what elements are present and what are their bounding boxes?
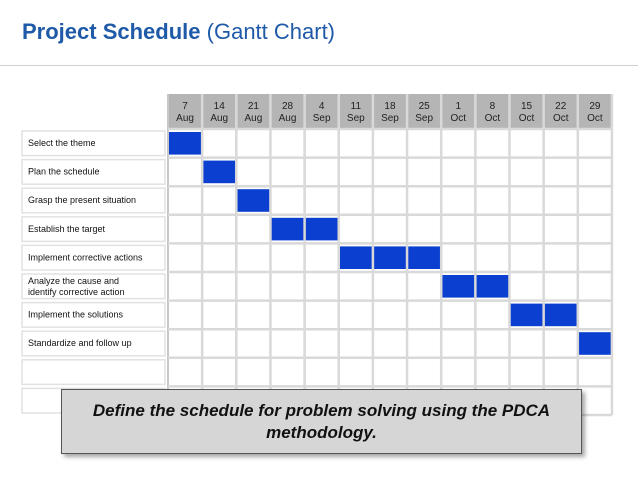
date-label: 25 Sep [415, 101, 433, 124]
task-bar [578, 332, 611, 355]
date-label: 7 Aug [176, 101, 194, 124]
header-band [168, 94, 612, 129]
task-bar [339, 246, 441, 269]
callout-text: Define the schedule for problem solving … [92, 400, 551, 442]
page-title-main: Project Schedule [22, 19, 201, 44]
task-label-cell [21, 359, 166, 386]
date-label: 21 Aug [244, 101, 262, 124]
task-label-cell [21, 158, 166, 185]
date-label: 29 Oct [587, 101, 603, 124]
task-label: Select the theme [28, 138, 96, 148]
date-label: 8 Oct [485, 101, 501, 124]
date-label: 11 Sep [347, 101, 365, 124]
date-label: 28 Aug [279, 101, 297, 124]
task-label: Implement corrective actions [28, 252, 143, 262]
task-label-cell [21, 216, 166, 243]
task-label: Standardize and follow up [28, 338, 132, 348]
title-divider [0, 65, 638, 66]
date-label: 1 Oct [450, 101, 466, 124]
task-label-cell [21, 273, 166, 300]
task-label: Analyze the cause and identify corrective… [28, 276, 125, 297]
task-bar [169, 132, 202, 155]
task-label-cell [21, 187, 166, 214]
task-label-cell [21, 130, 166, 157]
date-label: 15 Oct [519, 101, 535, 124]
task-bar [237, 189, 270, 212]
task-bar [203, 160, 236, 184]
date-label: 14 Aug [210, 101, 228, 124]
task-label-cell [21, 330, 166, 357]
task-label-cell [21, 301, 166, 328]
date-label: 4 Sep [313, 101, 331, 124]
task-label: Plan the schedule [28, 167, 100, 177]
page-title: Project Schedule (Gantt Chart) [22, 19, 335, 45]
callout-box: Define the schedule for problem solving … [61, 389, 582, 454]
date-label: 22 Oct [553, 101, 569, 124]
task-label-cell [21, 244, 166, 271]
task-label: Establish the target [28, 224, 106, 234]
page-title-sub: (Gantt Chart) [206, 19, 336, 44]
task-label: Grasp the present situation [28, 195, 136, 205]
date-label: 18 Sep [381, 101, 399, 124]
task-label: Implement the solutions [28, 310, 124, 320]
